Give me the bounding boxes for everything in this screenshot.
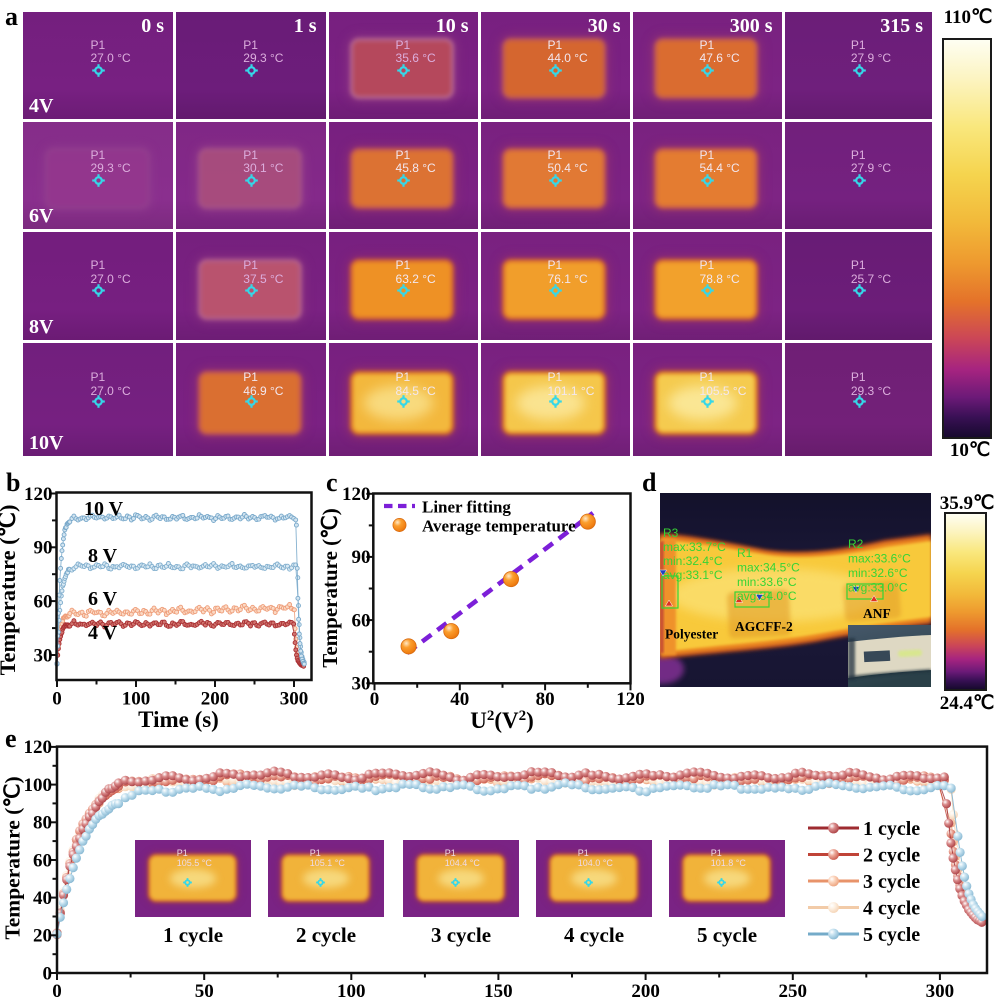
svg-text:30: 30 <box>352 674 371 695</box>
svg-text:60: 60 <box>352 610 371 631</box>
svg-text:250: 250 <box>779 981 808 1002</box>
svg-text:R2: R2 <box>848 537 864 551</box>
svg-text:Temperature (℃): Temperature (℃) <box>0 505 20 676</box>
svg-text:90: 90 <box>352 547 371 568</box>
svg-text:min:32.6°C: min:32.6°C <box>848 566 908 580</box>
svg-text:40: 40 <box>33 888 52 909</box>
svg-text:min:32.4°C: min:32.4°C <box>663 554 723 568</box>
svg-text:40: 40 <box>450 689 469 710</box>
svg-text:100: 100 <box>24 775 53 796</box>
svg-text:Time (s): Time (s) <box>138 707 219 732</box>
svg-text:0: 0 <box>370 689 380 710</box>
svg-text:150: 150 <box>484 981 513 1002</box>
svg-text:6 V: 6 V <box>88 588 118 610</box>
svg-text:2 cycle: 2 cycle <box>863 845 920 867</box>
svg-text:90: 90 <box>34 538 53 559</box>
svg-text:0: 0 <box>52 689 62 710</box>
svg-text:ANF: ANF <box>863 606 891 621</box>
svg-text:80: 80 <box>536 689 555 710</box>
svg-text:max:34.5°C: max:34.5°C <box>737 561 800 575</box>
svg-text:120: 120 <box>616 689 645 710</box>
svg-text:120: 120 <box>24 737 53 758</box>
svg-text:100: 100 <box>337 981 366 1002</box>
svg-text:U2(V2): U2(V2) <box>470 708 534 733</box>
svg-text:Average temperature: Average temperature <box>422 517 576 536</box>
svg-text:60: 60 <box>33 850 52 871</box>
svg-text:R3: R3 <box>663 526 679 540</box>
svg-text:60: 60 <box>34 591 53 612</box>
svg-text:3 cycle: 3 cycle <box>863 871 920 893</box>
svg-text:120: 120 <box>342 484 371 505</box>
svg-text:8 V: 8 V <box>88 545 118 567</box>
svg-text:avg:33.1°C: avg:33.1°C <box>663 568 723 582</box>
svg-text:0: 0 <box>43 963 53 984</box>
svg-text:300: 300 <box>280 689 309 710</box>
svg-text:avg:33.0°C: avg:33.0°C <box>848 581 908 595</box>
svg-text:20: 20 <box>33 926 52 947</box>
svg-text:4 V: 4 V <box>88 622 118 644</box>
svg-text:50: 50 <box>195 981 214 1002</box>
svg-text:Liner fitting: Liner fitting <box>422 498 511 517</box>
svg-text:0: 0 <box>52 981 62 1002</box>
svg-text:R1: R1 <box>737 546 753 560</box>
svg-text:4 cycle: 4 cycle <box>863 898 920 920</box>
svg-text:30: 30 <box>34 645 53 666</box>
svg-text:max:33.7°C: max:33.7°C <box>663 540 726 554</box>
svg-text:5 cycle: 5 cycle <box>863 924 920 946</box>
svg-text:min:33.6°C: min:33.6°C <box>737 575 797 589</box>
svg-text:200: 200 <box>631 981 660 1002</box>
svg-text:100: 100 <box>122 689 151 710</box>
svg-text:200: 200 <box>201 689 230 710</box>
svg-text:120: 120 <box>24 484 53 505</box>
svg-text:Polyester: Polyester <box>665 627 718 642</box>
svg-text:max:33.6°C: max:33.6°C <box>848 552 911 566</box>
svg-text:avg:34.0°C: avg:34.0°C <box>737 589 797 603</box>
svg-text:1 cycle: 1 cycle <box>863 818 920 840</box>
svg-text:10 V: 10 V <box>84 498 124 520</box>
svg-text:300: 300 <box>926 981 955 1002</box>
svg-text:AGCFF-2: AGCFF-2 <box>735 619 793 634</box>
svg-text:80: 80 <box>33 813 52 834</box>
svg-text:Temperature (℃): Temperature (℃) <box>320 508 342 667</box>
svg-text:Temperature (℃): Temperature (℃) <box>1 776 25 939</box>
